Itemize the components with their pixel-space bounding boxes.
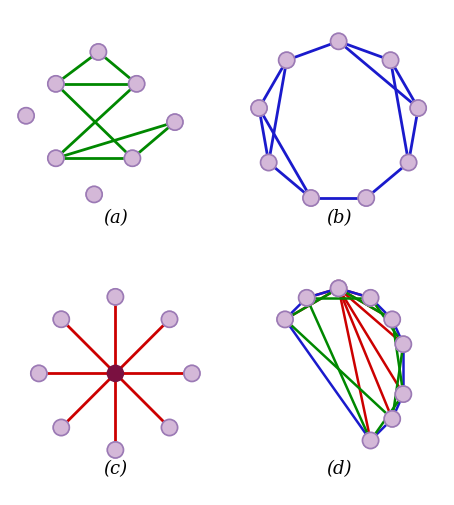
Circle shape [362, 433, 379, 448]
Circle shape [384, 411, 400, 427]
Circle shape [400, 155, 417, 171]
Circle shape [299, 290, 315, 306]
Circle shape [107, 442, 123, 458]
Circle shape [124, 151, 140, 167]
Circle shape [331, 34, 347, 50]
Circle shape [18, 109, 34, 125]
Circle shape [107, 366, 123, 382]
Circle shape [31, 366, 47, 382]
Circle shape [184, 366, 200, 382]
Circle shape [395, 386, 411, 402]
Circle shape [303, 190, 319, 207]
Circle shape [86, 187, 102, 203]
Text: (b): (b) [326, 209, 351, 227]
Circle shape [331, 281, 347, 297]
Circle shape [384, 312, 400, 328]
Circle shape [107, 289, 123, 306]
Circle shape [90, 45, 106, 61]
Circle shape [53, 312, 69, 328]
Circle shape [162, 420, 178, 436]
Text: (d): (d) [326, 460, 351, 478]
Circle shape [48, 77, 64, 93]
Text: (a): (a) [103, 209, 128, 227]
Circle shape [261, 155, 277, 171]
Circle shape [279, 53, 295, 69]
Circle shape [410, 101, 426, 117]
Circle shape [362, 290, 379, 306]
Text: (c): (c) [104, 460, 128, 478]
Circle shape [128, 77, 145, 93]
Circle shape [167, 115, 183, 131]
Circle shape [331, 281, 347, 297]
Circle shape [358, 190, 375, 207]
Circle shape [53, 420, 69, 436]
Circle shape [251, 101, 267, 117]
Circle shape [48, 151, 64, 167]
Circle shape [277, 312, 293, 328]
Circle shape [382, 53, 399, 69]
Circle shape [162, 312, 178, 328]
Circle shape [395, 336, 411, 352]
